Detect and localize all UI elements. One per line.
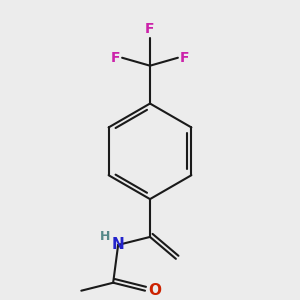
Text: N: N — [112, 237, 124, 252]
Text: F: F — [111, 51, 120, 65]
Text: O: O — [148, 283, 161, 298]
Text: F: F — [180, 51, 189, 65]
Text: F: F — [145, 22, 155, 36]
Text: H: H — [100, 230, 110, 243]
